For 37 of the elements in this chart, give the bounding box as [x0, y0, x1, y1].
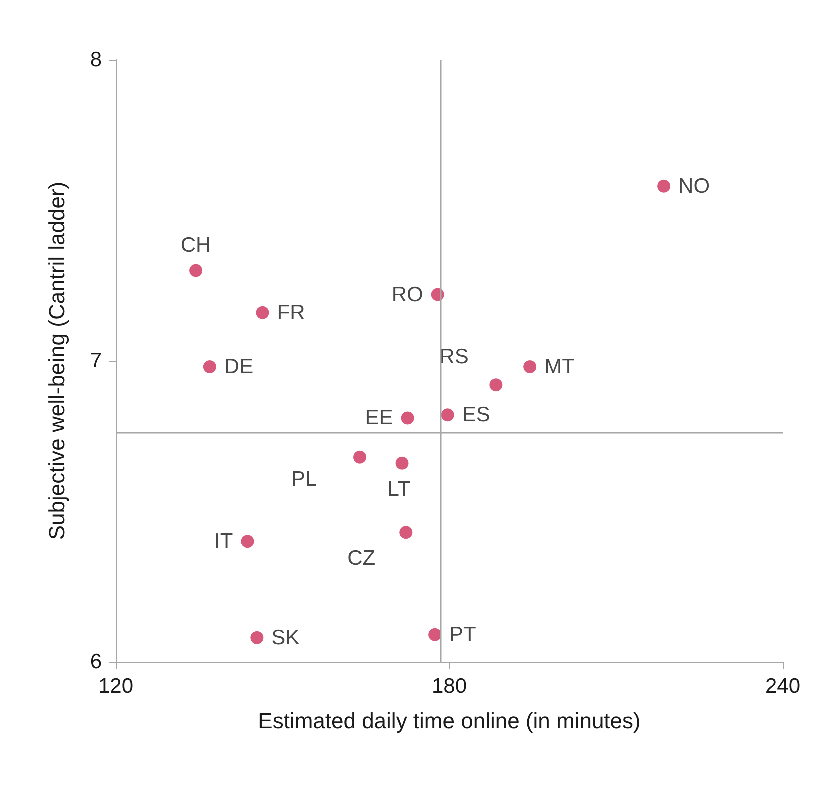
series-label: FR	[277, 301, 306, 324]
point	[400, 526, 413, 540]
series-label: LT	[388, 478, 411, 501]
series-label: CH	[180, 234, 212, 258]
point	[354, 450, 367, 464]
point	[241, 535, 254, 548]
point	[256, 306, 270, 320]
series-label: DE	[224, 356, 254, 379]
point	[490, 378, 503, 392]
point	[401, 412, 414, 425]
point	[250, 631, 264, 644]
point	[441, 408, 454, 422]
point	[658, 180, 671, 193]
y-tick-label: 7	[90, 350, 102, 372]
series-label: CZ	[348, 547, 376, 570]
x-axis-title: Estimated daily time online (in minutes)	[258, 708, 641, 734]
x-tick-label: 180	[432, 675, 468, 698]
y-axis-title: Subjective well-being (Cantril ladder)	[44, 182, 70, 540]
y-tick-label: 8	[90, 48, 102, 72]
point	[190, 264, 203, 278]
series-label: EE	[365, 406, 394, 430]
series-label: IT	[214, 530, 234, 554]
x-tick-label: 240	[765, 675, 801, 698]
series-label: NO	[678, 174, 710, 198]
series-label: PT	[450, 623, 477, 646]
series-label: MT	[544, 356, 576, 379]
series-label: PL	[292, 468, 318, 491]
point	[524, 360, 537, 374]
y-tick-label: 6	[90, 650, 102, 674]
series-label: ES	[462, 404, 490, 427]
point	[203, 360, 216, 374]
point	[428, 628, 442, 642]
series-label: RS	[440, 346, 469, 369]
x-tick-label: 120	[98, 675, 134, 698]
series-label: RO	[392, 283, 424, 306]
point	[396, 456, 409, 470]
series-label: SK	[272, 626, 300, 650]
